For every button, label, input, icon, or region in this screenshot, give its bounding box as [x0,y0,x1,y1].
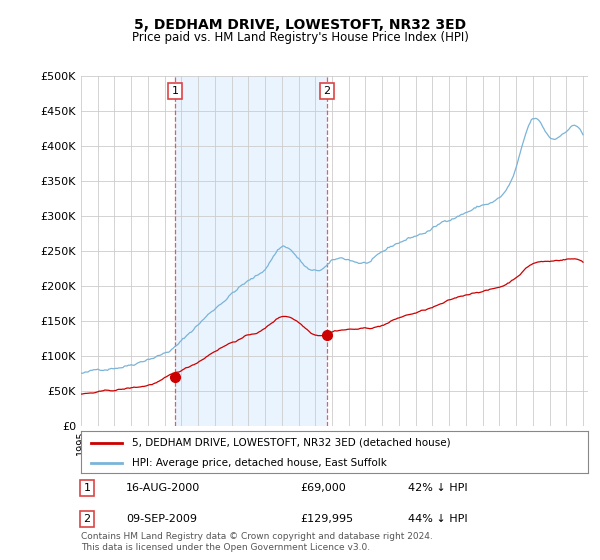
Text: HPI: Average price, detached house, East Suffolk: HPI: Average price, detached house, East… [132,458,386,468]
Text: 09-SEP-2009: 09-SEP-2009 [126,514,197,524]
Text: Price paid vs. HM Land Registry's House Price Index (HPI): Price paid vs. HM Land Registry's House … [131,31,469,44]
Text: 2: 2 [323,86,331,96]
Text: 42% ↓ HPI: 42% ↓ HPI [408,483,467,493]
Text: 5, DEDHAM DRIVE, LOWESTOFT, NR32 3ED: 5, DEDHAM DRIVE, LOWESTOFT, NR32 3ED [134,18,466,32]
Text: £69,000: £69,000 [300,483,346,493]
Bar [175,76,327,426]
Text: 5, DEDHAM DRIVE, LOWESTOFT, NR32 3ED (detached house): 5, DEDHAM DRIVE, LOWESTOFT, NR32 3ED (de… [132,438,451,448]
Text: 1: 1 [172,86,179,96]
Text: 1: 1 [83,483,91,493]
Text: 16-AUG-2000: 16-AUG-2000 [126,483,200,493]
Text: £129,995: £129,995 [300,514,353,524]
Text: Contains HM Land Registry data © Crown copyright and database right 2024.
This d: Contains HM Land Registry data © Crown c… [81,532,433,552]
Text: 2: 2 [83,514,91,524]
Text: 44% ↓ HPI: 44% ↓ HPI [408,514,467,524]
